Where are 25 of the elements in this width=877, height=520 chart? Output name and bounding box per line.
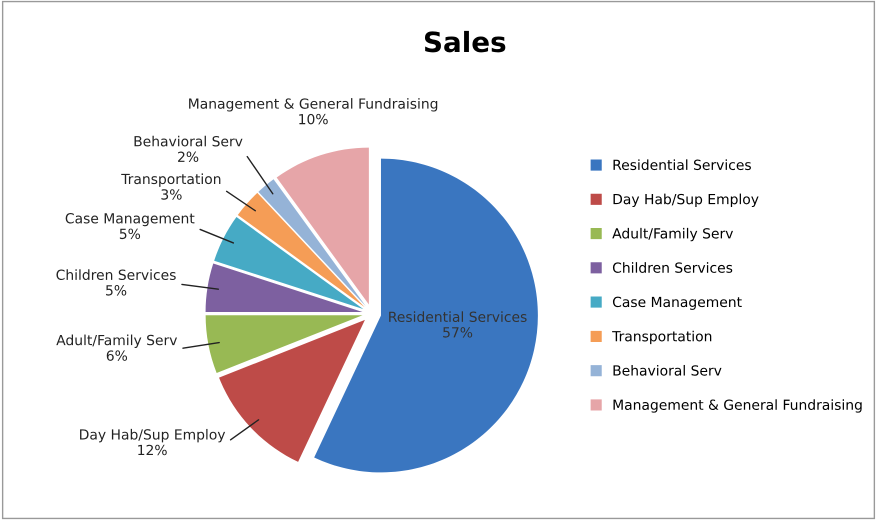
- data-label: 5%: [106, 285, 126, 296]
- slice-label: Behavioral Serv: [134, 136, 242, 146]
- legend-label: Children Services: [612, 262, 732, 273]
- data-label: 3%: [161, 189, 182, 200]
- slice-label: Day Hab/Sup Employ: [80, 428, 226, 442]
- slice-label: Adult/Family Serv: [56, 334, 178, 348]
- data-label: 2%: [178, 152, 198, 162]
- slice-label: Children Services: [56, 269, 176, 280]
- data-label: 5%: [120, 228, 140, 240]
- data-label: 12%: [138, 444, 167, 456]
- slice-label: Case Management: [66, 213, 194, 226]
- legend-label: Case Management: [612, 296, 742, 310]
- data-label: 6%: [106, 350, 128, 361]
- legend-label: Adult/Family Serv: [612, 228, 734, 242]
- data-label: 57%: [443, 327, 472, 338]
- slice-label: Residential Services: [389, 311, 527, 322]
- slice-label: Management & General Fundraising: [189, 98, 438, 112]
- legend-label: Behavioral Serv: [614, 364, 722, 376]
- legend-label: Transportation: [612, 330, 712, 344]
- legend-label: Day Hab/Sup Employ: [614, 194, 759, 208]
- data-label: 10%: [299, 114, 328, 124]
- legend-label: Residential Services: [614, 159, 751, 170]
- legend-label: Management & General Fundraising: [614, 399, 862, 413]
- chart-title: Sales: [424, 30, 506, 52]
- slice-label: Transportation: [121, 173, 220, 187]
